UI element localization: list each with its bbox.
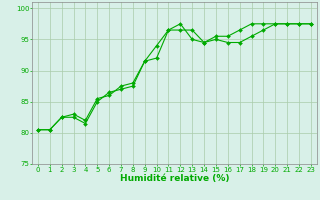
X-axis label: Humidité relative (%): Humidité relative (%) <box>120 174 229 183</box>
